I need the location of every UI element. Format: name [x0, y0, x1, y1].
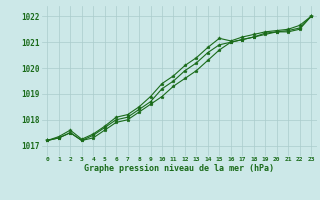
X-axis label: Graphe pression niveau de la mer (hPa): Graphe pression niveau de la mer (hPa): [84, 164, 274, 173]
